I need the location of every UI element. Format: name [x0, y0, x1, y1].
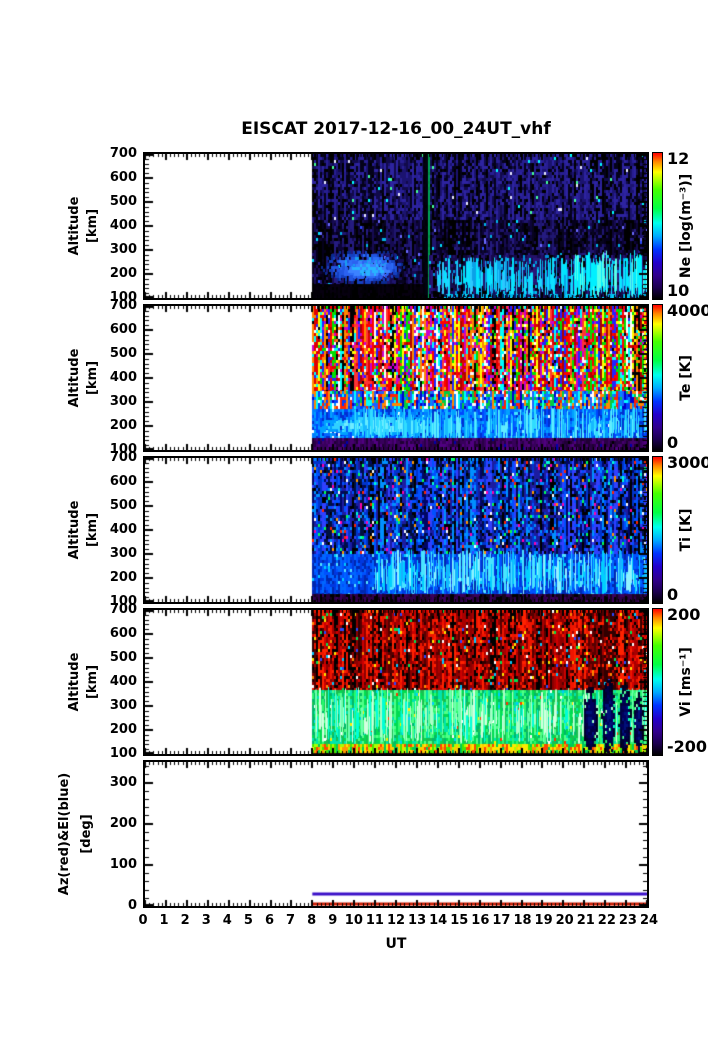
x-axis-label: UT	[385, 936, 407, 952]
x-tick-label: 18	[513, 913, 532, 928]
panel-vi	[143, 608, 649, 756]
y-tick-label: 100	[109, 746, 137, 761]
y-tick-label: 500	[109, 346, 137, 361]
y-tick-label: 600	[109, 322, 137, 337]
ti-cb-max: 3000	[667, 453, 708, 472]
y-tick-label: 300	[109, 242, 137, 257]
x-tick-label: 14	[429, 913, 448, 928]
ne-heatmap-canvas	[145, 154, 647, 298]
y-tick-label: 700	[109, 602, 137, 617]
x-tick-label: 13	[408, 913, 427, 928]
y-tick-label: 400	[109, 674, 137, 689]
y-tick-label: 700	[109, 146, 137, 161]
vi-cb-max: 200	[667, 605, 701, 624]
vi-colorbar	[652, 608, 663, 756]
te-cb-label: Te [K]	[678, 355, 694, 401]
y-tick-label: 300	[109, 774, 137, 790]
te-colorbar	[652, 304, 663, 452]
ne-cb-min: 10	[667, 281, 690, 300]
x-tick-label: 12	[386, 913, 406, 928]
panel-ti	[143, 456, 649, 604]
vi-cb-min: -200	[667, 737, 708, 756]
y-tick-label: 500	[109, 650, 137, 665]
x-tick-label: 6	[264, 913, 275, 928]
panel-te	[143, 304, 649, 452]
y-tick-label: 100	[109, 594, 137, 609]
ne-cb-label: Ne [log(m⁻³)]	[678, 173, 694, 279]
ylabel-altitude-ti: Altitude	[67, 500, 82, 560]
y-tick-label: 300	[109, 546, 137, 561]
x-tick-label: 15	[450, 913, 469, 928]
ylabel-altitude-ne: Altitude	[67, 196, 82, 256]
x-tick-label: 21	[576, 913, 595, 928]
panel-azel	[143, 760, 649, 908]
y-tick-label: 100	[109, 856, 137, 872]
x-tick-label: 20	[555, 913, 574, 928]
x-tick-label: 4	[222, 913, 232, 928]
y-tick-label: 200	[109, 418, 137, 433]
x-tick-label: 0	[138, 913, 148, 928]
y-tick-label: 300	[109, 394, 137, 409]
ti-cb-label: Ti [K]	[678, 508, 694, 552]
azel-line-canvas	[145, 762, 647, 906]
y-tick-label: 600	[109, 474, 137, 489]
y-tick-label: 200	[109, 815, 137, 831]
y-tick-label: 700	[109, 298, 137, 313]
ylabel-altitude-vi: Altitude	[67, 652, 82, 712]
y-tick-label: 400	[109, 522, 137, 537]
y-tick-label: 700	[109, 450, 137, 465]
y-tick-label: 200	[109, 266, 137, 281]
y-tick-label: 500	[109, 194, 137, 209]
x-tick-label: 3	[201, 913, 211, 928]
x-tick-label: 10	[344, 913, 363, 928]
y-tick-label: 400	[109, 370, 137, 385]
x-tick-label: 2	[180, 913, 190, 928]
ne-colorbar	[652, 152, 663, 300]
x-tick-label: 1	[159, 913, 169, 928]
y-tick-label: 600	[109, 170, 137, 185]
x-tick-label: 7	[286, 913, 296, 928]
x-tick-label: 22	[597, 913, 616, 928]
te-heatmap-canvas	[145, 306, 647, 450]
vi-heatmap-canvas	[145, 610, 647, 754]
ti-colorbar	[652, 456, 663, 604]
y-tick-label: 100	[109, 442, 137, 457]
ylabel-azel: Az(red)&El(blue)	[57, 772, 72, 896]
vi-cb-label: Vi [ms⁻¹]	[678, 647, 694, 717]
y-tick-label: 500	[109, 498, 137, 513]
y-tick-label: 100	[109, 290, 137, 305]
te-cb-min: 0	[667, 433, 679, 452]
y-tick-label: 200	[109, 722, 137, 737]
x-tick-label: 8	[307, 913, 317, 928]
x-tick-label: 16	[471, 913, 490, 928]
x-tick-label: 23	[618, 913, 637, 928]
ti-cb-min: 0	[667, 585, 679, 604]
y-tick-label: 0	[127, 898, 137, 913]
x-tick-label: 19	[534, 913, 553, 928]
x-tick-label: 11	[365, 913, 384, 928]
y-tick-label: 300	[109, 698, 137, 713]
ti-heatmap-canvas	[145, 458, 647, 602]
ne-cb-max: 12	[667, 149, 690, 168]
x-tick-label: 24	[639, 913, 659, 928]
panel-ne	[143, 152, 649, 300]
x-tick-label: 5	[243, 913, 253, 928]
x-tick-label: 17	[492, 913, 511, 928]
y-tick-label: 400	[109, 218, 137, 233]
te-cb-max: 4000	[667, 301, 708, 320]
y-tick-label: 200	[109, 570, 137, 585]
ylabel-altitude-te: Altitude	[67, 348, 82, 408]
x-tick-label: 9	[328, 913, 338, 928]
page-title: EISCAT 2017-12-16_00_24UT_vhf	[241, 119, 551, 139]
y-tick-label: 600	[109, 626, 137, 641]
